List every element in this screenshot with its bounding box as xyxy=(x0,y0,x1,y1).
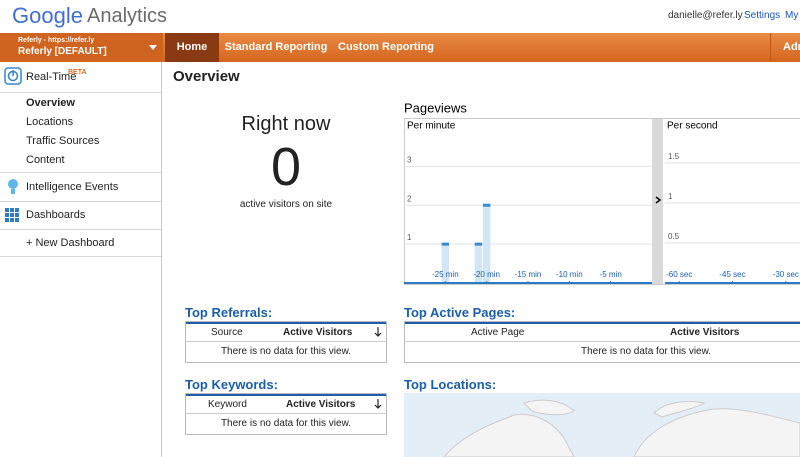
realtime-row[interactable]: Real-Time BETA xyxy=(0,62,161,93)
table-title: Top Keywords: xyxy=(185,377,386,396)
new-dashboard-label: + New Dashboard xyxy=(26,237,115,249)
active-pages-table: Active Page Active Visitors There is no … xyxy=(404,321,800,363)
right-now-caption: active visitors on site xyxy=(239,199,333,210)
bulb-icon xyxy=(8,179,18,194)
intelligence-row[interactable]: Intelligence Events xyxy=(0,172,161,202)
page-title: Overview xyxy=(173,68,240,85)
x-tick-label: -5 min xyxy=(600,270,622,279)
pageviews-chart: Pageviews Per minute Per second 1 2 3 -25 m… xyxy=(404,100,800,285)
x-tick-label: -30 sec xyxy=(773,270,799,279)
sort-arrow[interactable] xyxy=(374,399,382,409)
column-header: Active Page xyxy=(471,327,525,338)
table-title-text: Top Keywords: xyxy=(185,377,278,392)
table-header: Active Page Active Visitors xyxy=(405,322,800,342)
x-tick-label: -15 min xyxy=(515,270,542,279)
my-account-link[interactable]: My A xyxy=(785,10,800,21)
tab-custom-reporting[interactable]: Custom Reporting xyxy=(338,41,434,53)
active-visitors-count: 0 xyxy=(270,137,302,197)
tab-admin-label: Adm xyxy=(783,41,800,53)
table-title: Top Active Pages: xyxy=(404,305,800,324)
table-title-text: Top Active Pages: xyxy=(404,305,516,320)
locations-map[interactable] xyxy=(404,393,800,457)
tab-home[interactable]: Home xyxy=(165,33,219,62)
tab-standard-reporting[interactable]: Standard Reporting xyxy=(224,41,328,53)
dashboards-row[interactable]: Dashboards xyxy=(0,201,161,230)
sort-arrow[interactable] xyxy=(374,327,382,337)
panel-subtitle: Per minute xyxy=(407,121,456,132)
bar xyxy=(482,205,491,283)
table-title: Top Referrals: xyxy=(185,305,386,324)
table-header: Source Active Visitors xyxy=(186,322,386,342)
dashboards-icon xyxy=(5,208,19,222)
new-dashboard-row[interactable]: + New Dashboard xyxy=(0,230,161,257)
account-selector[interactable]: Referly - https://refer.ly Referly [DEFA… xyxy=(0,33,163,62)
x-tick-label: -20 min xyxy=(473,270,500,279)
settings-link[interactable]: Settings xyxy=(744,10,781,21)
beta-badge: BETA xyxy=(68,69,87,76)
table-title-text: Top Referrals: xyxy=(185,305,273,320)
nav-locations[interactable]: Locations xyxy=(26,116,74,128)
empty-row: There is no data for this view. xyxy=(581,346,712,357)
divider-arrow xyxy=(655,196,662,204)
y-tick-label: 0.5 xyxy=(668,232,680,241)
tab-admin[interactable]: Adm xyxy=(770,33,800,62)
y-tick-label: 1 xyxy=(407,233,412,242)
panel-subtitle: Per second xyxy=(667,121,718,132)
account-name: Referly [DEFAULT] xyxy=(18,46,107,57)
x-tick-label: -10 min xyxy=(556,270,583,279)
logo-google[interactable]: Google xyxy=(12,3,83,28)
keywords-table: Keyword Active Visitors There is no data… xyxy=(185,393,387,435)
empty-row: There is no data for this view. xyxy=(220,418,352,429)
column-header[interactable]: Active Visitors xyxy=(670,327,740,338)
empty-row: There is no data for this view. xyxy=(220,346,352,357)
nav-traffic-sources[interactable]: Traffic Sources xyxy=(26,135,100,147)
x-tick-label: -60 sec xyxy=(666,270,692,279)
x-tick-label: -45 sec xyxy=(719,270,745,279)
intelligence-label: Intelligence Events xyxy=(26,181,119,193)
table-title-text: Top Locations: xyxy=(404,377,497,392)
table-header: Keyword Active Visitors xyxy=(186,394,386,414)
y-tick-label: 1.5 xyxy=(668,152,680,161)
nav-bar: Referly - https://refer.ly Referly [DEFA… xyxy=(0,33,800,62)
chart-title: Pageviews xyxy=(404,100,467,115)
column-header[interactable]: Active Visitors xyxy=(286,399,356,410)
y-tick-label: 3 xyxy=(407,155,412,164)
column-header: Source xyxy=(211,327,243,338)
realtime-icon xyxy=(4,67,22,85)
chart-frame xyxy=(404,118,800,285)
referrals-table: Source Active Visitors There is no data … xyxy=(185,321,387,363)
x-tick-label: -25 min xyxy=(432,270,459,279)
bar xyxy=(441,244,450,283)
user-email: danielle@refer.ly xyxy=(668,10,743,21)
nav-overview[interactable]: Overview xyxy=(26,97,75,109)
realtime-label: Real-Time xyxy=(26,71,77,83)
y-tick-label: 1 xyxy=(668,192,673,201)
column-header[interactable]: Active Visitors xyxy=(283,327,353,338)
right-now-label: Right now xyxy=(241,113,331,135)
nav-content[interactable]: Content xyxy=(26,154,65,166)
account-url: Referly - https://refer.ly xyxy=(18,37,95,44)
sidebar: Real-Time BETA Overview Locations Traffi… xyxy=(0,62,162,457)
y-tick-label: 2 xyxy=(407,194,412,203)
dashboards-label: Dashboards xyxy=(26,209,86,221)
dropdown-arrow xyxy=(149,45,157,50)
logo-analytics[interactable]: Analytics xyxy=(87,5,168,27)
column-header: Keyword xyxy=(208,399,247,410)
bar xyxy=(474,244,483,283)
